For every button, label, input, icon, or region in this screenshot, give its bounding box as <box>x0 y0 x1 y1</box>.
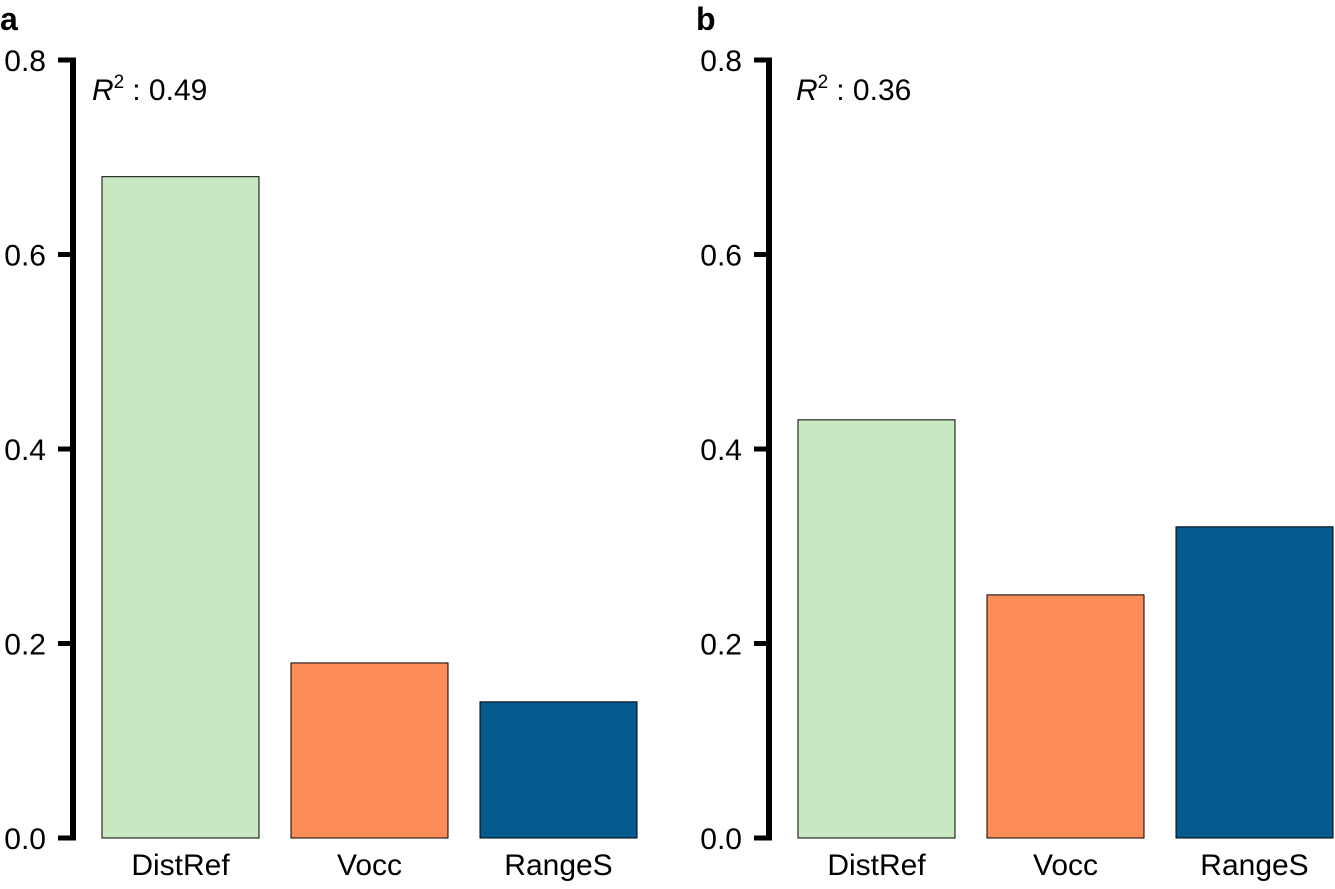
panel-b-r2-value: : 0.36 <box>836 74 911 107</box>
panel-b-category-label: Vocc <box>1033 849 1098 882</box>
panel-a-bar-ranges <box>479 701 638 839</box>
panel-b-r2-label: R2 : 0.36 <box>796 72 911 107</box>
panel-a-r2-superscript: 2 <box>114 72 125 93</box>
panel-b-y-tick-label: 0.2 <box>700 629 742 662</box>
panel-a-y-tick-label: 0.0 <box>4 823 46 856</box>
panel-b-bar-distref <box>797 419 956 839</box>
panel-a-y-tick-label: 0.6 <box>4 240 46 273</box>
panel-b: b R2 : 0.36 0.0 0.2 0.4 0.6 0.8 DistRef Vocc Ran… <box>696 1 1334 882</box>
panel-b-r2-superscript: 2 <box>818 72 829 93</box>
panel-a-r2-label: R2 : 0.49 <box>92 72 207 107</box>
panel-a-r2-value: : 0.49 <box>132 74 207 107</box>
panel-b-bar-ranges <box>1175 526 1334 839</box>
panel-b-y-tick-label: 0.6 <box>700 240 742 273</box>
panel-a-y-tick-label: 0.4 <box>4 434 46 467</box>
panel-a-bar-vocc <box>290 662 449 839</box>
panel-a-r2-symbol: R <box>92 74 114 107</box>
panel-a-bar-distref <box>101 176 260 839</box>
panel-b-bar-vocc <box>986 594 1145 839</box>
panel-a-category-label: DistRef <box>131 849 230 882</box>
panel-b-category-label: DistRef <box>827 849 926 882</box>
panel-a-category-label: Vocc <box>337 849 402 882</box>
panel-b-y-tick-label: 0.8 <box>700 45 742 78</box>
panel-a-letter: a <box>0 1 18 37</box>
panel-b-y-tick-label: 0.4 <box>700 434 742 467</box>
panel-b-category-label: RangeS <box>1200 849 1308 882</box>
panel-a-y-tick-label: 0.2 <box>4 629 46 662</box>
panel-b-y-tick-label: 0.0 <box>700 823 742 856</box>
panel-a: a R2 : 0.49 0.0 0.2 0.4 0.6 0.8 DistRef Vocc Ran… <box>0 1 638 882</box>
panel-a-category-label: RangeS <box>504 849 612 882</box>
panel-b-letter: b <box>696 1 716 37</box>
panel-a-y-tick-label: 0.8 <box>4 45 46 78</box>
panel-b-r2-symbol: R <box>796 74 818 107</box>
